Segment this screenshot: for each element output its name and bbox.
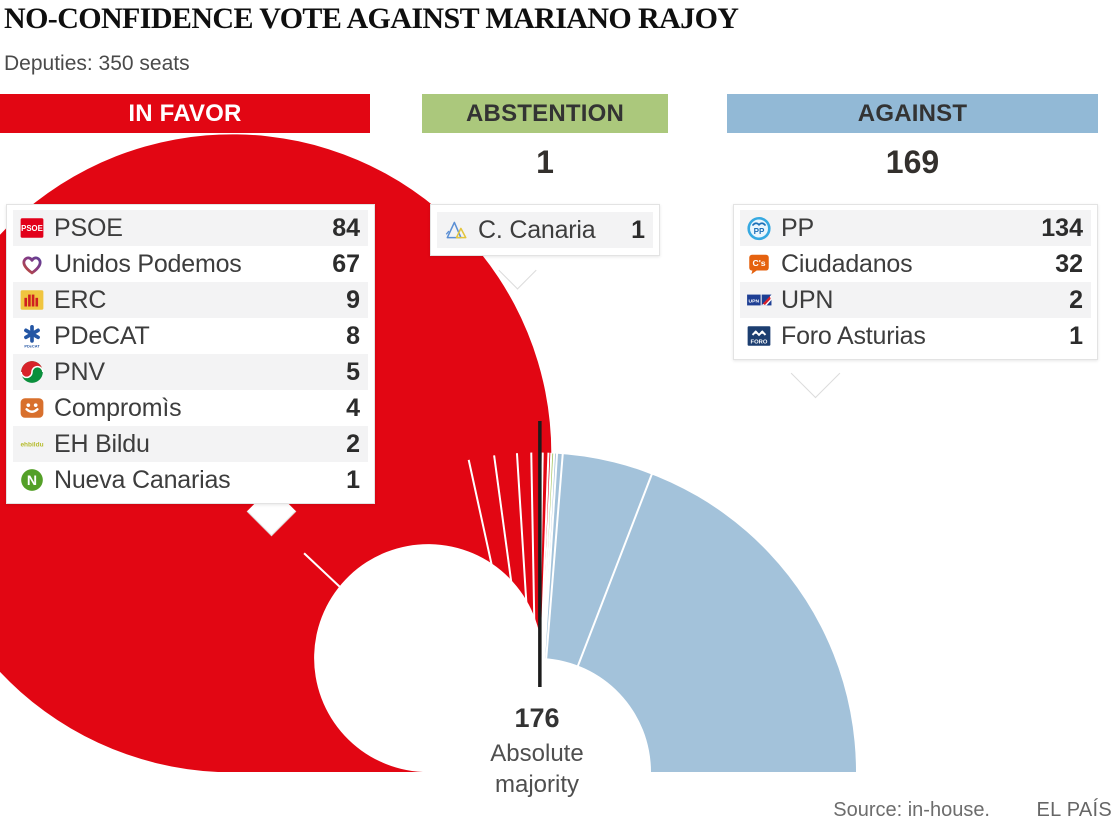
against-label: AGAINST xyxy=(857,100,968,127)
party-divider-line xyxy=(515,453,531,660)
party-row-foro-asturias: FORO Foro Asturias 1 xyxy=(740,318,1091,354)
party-name: ERC xyxy=(54,285,107,314)
party-name: EH Bildu xyxy=(54,429,150,458)
svg-text:PDeCAT: PDeCAT xyxy=(24,343,40,348)
party-row-unidos-podemos: Unidos Podemos 67 xyxy=(13,246,368,282)
pnv-icon xyxy=(19,359,45,385)
party-seats: 84 xyxy=(332,213,360,242)
party-name: C. Canaria xyxy=(478,215,596,244)
svg-text:N: N xyxy=(27,472,37,488)
party-row-pp: PP PP 134 xyxy=(740,210,1091,246)
in-favor-total: 180 xyxy=(158,144,212,180)
brand-logo-text: EL PAÍS xyxy=(1036,799,1112,821)
party-divider-line xyxy=(541,452,553,660)
party-row-psoe: PSOE PSOE 84 xyxy=(13,210,368,246)
svg-text:PP: PP xyxy=(754,227,765,236)
party-divider-line xyxy=(493,455,523,661)
party-divider-line xyxy=(530,452,536,660)
party-divider-line xyxy=(545,453,564,660)
party-name: Nueva Canarias xyxy=(54,465,231,494)
party-name: UPN xyxy=(781,285,834,314)
party-seats: 5 xyxy=(346,357,360,386)
party-row-c-canaria: C. Canaria 1 xyxy=(437,212,653,248)
c-canaria-icon xyxy=(443,217,469,243)
subtitle: Deputies: 350 seats xyxy=(4,52,190,75)
party-seats: 1 xyxy=(346,465,360,494)
party-divider-line xyxy=(303,552,456,696)
against-total: 169 xyxy=(885,144,940,180)
hemicycle-wedge-abstention xyxy=(542,453,555,659)
pdecat-icon: PDeCAT xyxy=(19,323,45,349)
svg-text:PSOE: PSOE xyxy=(21,224,43,233)
absolute-majority-label-line1: Absolute xyxy=(490,740,584,767)
svg-text:FORO: FORO xyxy=(751,339,768,345)
upn-icon: UPN xyxy=(746,287,772,313)
against-header-bar: AGAINST xyxy=(727,94,1098,133)
party-seats: 1 xyxy=(1069,321,1083,350)
in-favor-header-bar: IN FAVOR xyxy=(0,94,370,133)
ehbildu-icon: ehbildu xyxy=(19,431,45,457)
abstention-label: ABSTENTION xyxy=(466,100,624,127)
svg-text:ehbildu: ehbildu xyxy=(20,442,43,449)
absolute-majority-value: 176 xyxy=(514,703,560,733)
party-divider-line xyxy=(538,452,544,660)
party-row-erc: ERC 9 xyxy=(13,282,368,318)
party-name: PNV xyxy=(54,357,105,386)
abstention-total: 1 xyxy=(536,144,554,180)
in-favor-label: IN FAVOR xyxy=(128,100,242,127)
party-name: PP xyxy=(781,213,814,242)
svg-text:UPN: UPN xyxy=(749,299,760,305)
ciudadanos-icon: C's xyxy=(746,251,772,277)
party-divider-line xyxy=(576,473,653,667)
party-name: Compromìs xyxy=(54,393,182,422)
party-seats: 4 xyxy=(346,393,360,422)
unidos-podemos-icon xyxy=(19,251,45,277)
svg-text:C's: C's xyxy=(752,258,765,268)
nueva-canarias-icon: N xyxy=(19,467,45,493)
abstention-header-bar: ABSTENTION xyxy=(422,94,668,133)
party-divider-line xyxy=(542,452,556,660)
party-seats: 32 xyxy=(1055,249,1083,278)
source-credit: Source: in-house. xyxy=(833,799,990,821)
party-row-ciudadanos: C's Ciudadanos 32 xyxy=(740,246,1091,282)
party-name: Foro Asturias xyxy=(781,321,926,350)
party-row-compromis: Compromìs 4 xyxy=(13,390,368,426)
party-name: PDeCAT xyxy=(54,321,150,350)
party-seats: 2 xyxy=(346,429,360,458)
compromis-icon xyxy=(19,395,45,421)
party-divider-line xyxy=(467,459,514,662)
party-name: Unidos Podemos xyxy=(54,249,242,278)
party-divider-line xyxy=(543,453,559,660)
party-name: PSOE xyxy=(54,213,123,242)
absolute-majority-label-line2: majority xyxy=(494,771,579,798)
in-favor-party-list: PSOE PSOE 84 Unidos Podemos 67 ERC 9 PDeCAT PDeC… xyxy=(6,204,375,504)
abstention-box-pointer xyxy=(498,251,537,290)
party-row-ehbildu: ehbildu EH Bildu 2 xyxy=(13,426,368,462)
party-row-pdecat: PDeCAT PDeCAT 8 xyxy=(13,318,368,354)
party-divider-line xyxy=(540,452,550,660)
party-row-pnv: PNV 5 xyxy=(13,354,368,390)
psoe-icon: PSOE xyxy=(19,215,45,241)
foro-asturias-icon: FORO xyxy=(746,323,772,349)
party-row-upn: UPN UPN 2 xyxy=(740,282,1091,318)
party-seats: 134 xyxy=(1041,213,1083,242)
party-seats: 1 xyxy=(631,215,645,244)
pp-icon: PP xyxy=(746,215,772,241)
party-seats: 2 xyxy=(1069,285,1083,314)
party-seats: 67 xyxy=(332,249,360,278)
party-row-nueva-canarias: N Nueva Canarias 1 xyxy=(13,462,368,498)
party-name: Ciudadanos xyxy=(781,249,913,278)
against-party-list: PP PP 134 C's Ciudadanos 32 UPN UPN 2 FORO Foro As… xyxy=(733,204,1098,360)
abstention-party-list: C. Canaria 1 xyxy=(430,204,660,256)
party-seats: 9 xyxy=(346,285,360,314)
party-seats: 8 xyxy=(346,321,360,350)
erc-icon xyxy=(19,287,45,313)
page-title: NO-CONFIDENCE VOTE AGAINST MARIANO RAJOY xyxy=(4,2,739,35)
